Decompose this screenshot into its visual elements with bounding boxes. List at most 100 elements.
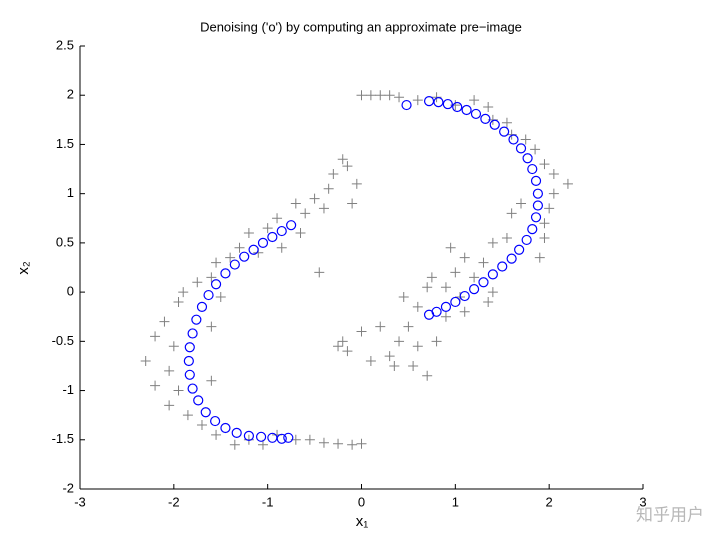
plus-marker xyxy=(318,203,329,214)
circle-marker xyxy=(508,134,519,145)
plus-marker xyxy=(173,296,184,307)
plus-marker xyxy=(333,438,344,449)
circle-marker xyxy=(183,355,194,367)
circle-marker xyxy=(499,126,510,137)
plus-marker xyxy=(347,198,358,209)
plus-marker xyxy=(375,321,386,332)
circle-marker xyxy=(459,290,470,302)
circle-marker xyxy=(522,153,533,164)
plus-marker xyxy=(196,420,207,431)
plus-marker xyxy=(426,272,437,283)
circle-marker xyxy=(229,259,240,270)
plus-marker xyxy=(328,168,339,179)
plus-marker xyxy=(192,277,203,288)
x-tick-label: 0 xyxy=(358,494,365,509)
plus-marker xyxy=(164,365,175,376)
plus-marker xyxy=(365,356,376,367)
plus-marker xyxy=(300,208,311,219)
circle-marker xyxy=(442,98,453,110)
x-tick-label: -2 xyxy=(168,494,180,509)
plus-marker xyxy=(520,134,531,145)
circle-marker xyxy=(506,253,517,264)
plus-marker xyxy=(548,168,559,179)
circle-marker xyxy=(196,301,208,312)
plus-marker xyxy=(483,102,494,113)
circle-marker xyxy=(243,430,254,441)
plus-marker xyxy=(384,90,395,101)
plus-marker xyxy=(422,370,433,381)
plus-marker xyxy=(150,331,161,342)
plus-marker xyxy=(206,375,217,386)
plus-marker xyxy=(295,228,306,239)
plus-marker xyxy=(544,203,555,214)
circle-marker xyxy=(527,163,538,175)
y-tick-label: -1.5 xyxy=(52,431,74,446)
circle-marker xyxy=(470,108,482,120)
plus-marker xyxy=(333,341,344,352)
y-axis-label: x₂ xyxy=(15,261,32,275)
circle-marker xyxy=(184,342,195,353)
circle-marker xyxy=(255,431,267,442)
plus-marker xyxy=(173,385,184,396)
plus-marker xyxy=(356,90,367,101)
circle-marker xyxy=(461,104,472,116)
plus-marker xyxy=(469,95,480,106)
plus-marker xyxy=(501,117,512,128)
y-tick-label: 0.5 xyxy=(56,234,74,249)
plus-marker xyxy=(487,237,498,248)
plus-marker xyxy=(164,400,175,411)
x-tick-label: -1 xyxy=(262,494,274,509)
circle-marker xyxy=(220,268,231,279)
circle-marker xyxy=(401,99,412,111)
plus-marker xyxy=(351,178,362,189)
circle-marker xyxy=(184,369,195,380)
circle-marker xyxy=(527,224,538,235)
circle-marker xyxy=(450,296,461,308)
plus-marker xyxy=(469,272,480,283)
plus-marker xyxy=(356,326,367,337)
plus-marker xyxy=(506,129,517,140)
plus-marker xyxy=(347,439,358,450)
circle-marker xyxy=(532,200,544,211)
circle-marker xyxy=(257,237,269,248)
circle-marker xyxy=(521,234,532,246)
plus-marker xyxy=(403,321,414,332)
y-tick-label: -2 xyxy=(62,480,74,495)
circle-marker xyxy=(200,407,211,418)
plus-marker xyxy=(140,356,151,367)
plus-marker xyxy=(150,380,161,391)
y-tick-label: -0.5 xyxy=(52,333,74,348)
plus-marker xyxy=(440,311,451,322)
circle-marker xyxy=(469,284,480,295)
circle-marker xyxy=(480,113,491,124)
circle-marker xyxy=(532,188,544,199)
circle-marker xyxy=(276,225,287,237)
plus-marker xyxy=(431,92,442,103)
y-tick-label: 1.5 xyxy=(56,136,74,151)
plus-marker xyxy=(234,242,245,253)
y-tick-label: 2.5 xyxy=(56,37,74,52)
circle-marker xyxy=(433,97,444,108)
circle-marker xyxy=(423,309,435,320)
plus-marker xyxy=(562,178,573,189)
circle-marker xyxy=(210,415,221,427)
plus-marker xyxy=(530,144,541,155)
plus-marker xyxy=(206,321,217,332)
circle-marker xyxy=(248,244,259,255)
plus-marker xyxy=(276,242,287,253)
plus-marker xyxy=(440,282,451,293)
circle-marker xyxy=(515,143,527,154)
plus-marker xyxy=(412,95,423,106)
plus-marker xyxy=(211,257,222,268)
circle-marker xyxy=(489,119,500,130)
circle-marker xyxy=(452,101,463,113)
plus-marker xyxy=(159,316,170,327)
circle-marker xyxy=(286,220,297,231)
plus-marker xyxy=(337,336,348,347)
plus-marker xyxy=(539,159,550,170)
x-tick-label: 2 xyxy=(546,494,553,509)
circle-marker xyxy=(210,279,222,290)
circle-marker xyxy=(530,212,542,223)
plus-marker xyxy=(314,267,325,278)
